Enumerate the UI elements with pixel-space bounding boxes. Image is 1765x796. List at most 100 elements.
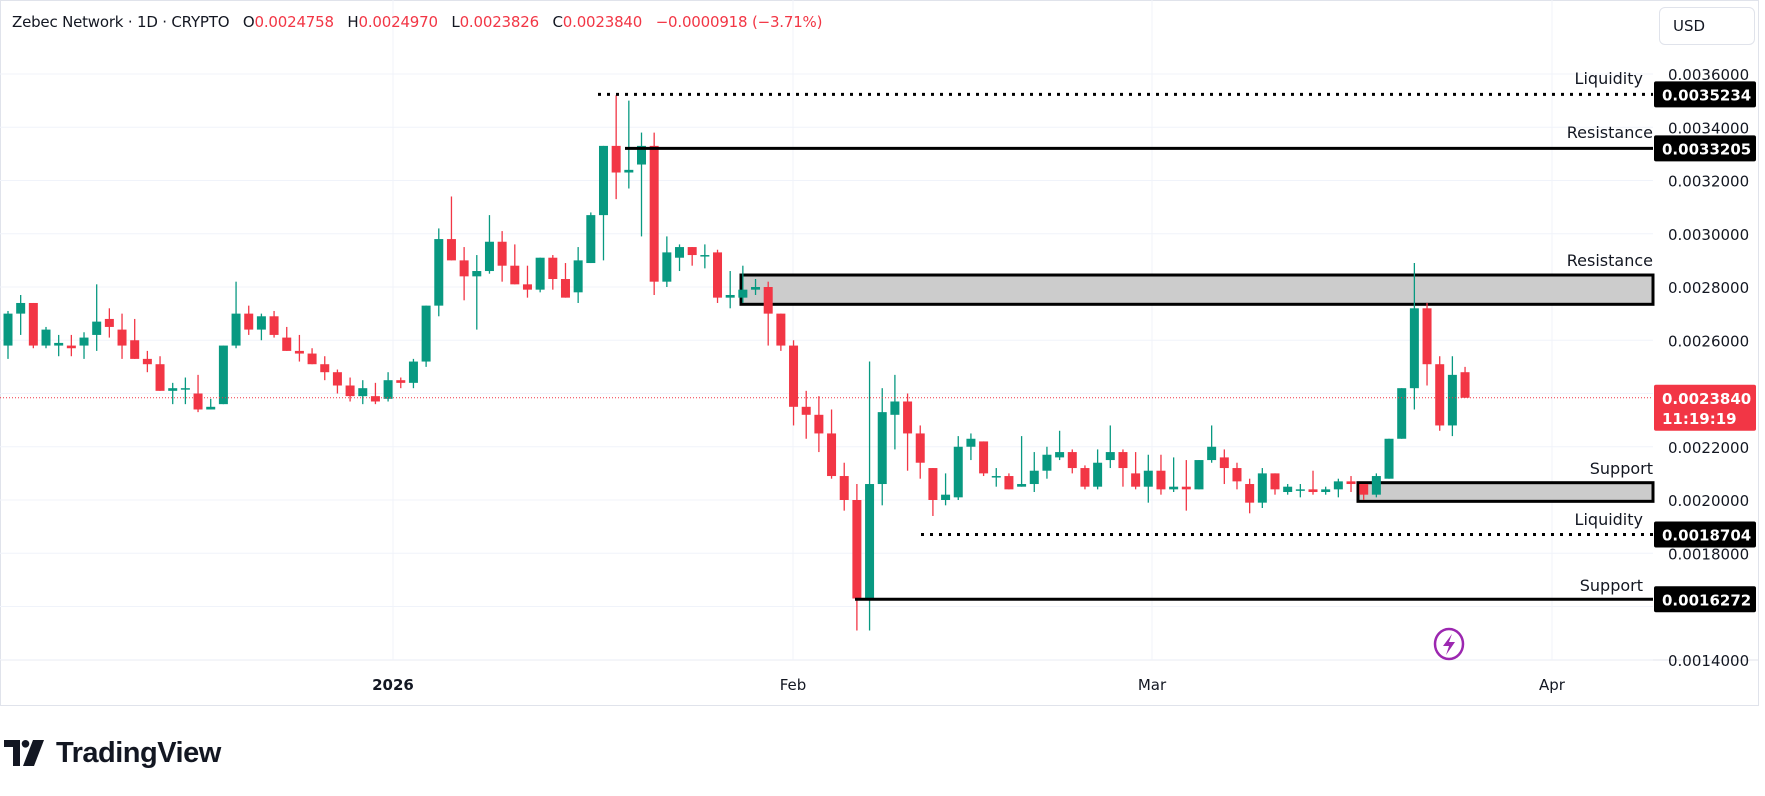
candle-down[interactable] bbox=[713, 252, 723, 298]
candle-up[interactable] bbox=[991, 476, 1001, 478]
candle-up[interactable] bbox=[624, 169, 634, 173]
candle-down[interactable] bbox=[294, 350, 304, 354]
candle-up[interactable] bbox=[1143, 470, 1153, 487]
candle-down[interactable] bbox=[915, 433, 925, 463]
candle-down[interactable] bbox=[1181, 486, 1191, 490]
candle-up[interactable] bbox=[1029, 470, 1039, 485]
candle-up[interactable] bbox=[168, 388, 178, 391]
candle-up[interactable] bbox=[1384, 438, 1394, 479]
candle-up[interactable] bbox=[535, 257, 545, 290]
candle-up[interactable] bbox=[3, 313, 13, 346]
candle-up[interactable] bbox=[865, 484, 875, 599]
candle-up[interactable] bbox=[573, 260, 583, 293]
candle-down[interactable] bbox=[548, 257, 558, 280]
candle-up[interactable] bbox=[1333, 481, 1343, 490]
zone-support[interactable] bbox=[1356, 481, 1655, 503]
candle-up[interactable] bbox=[472, 271, 482, 277]
candle-down[interactable] bbox=[776, 313, 786, 346]
candle-down[interactable] bbox=[801, 406, 811, 415]
candle-down[interactable] bbox=[1270, 473, 1280, 490]
candle-down[interactable] bbox=[1346, 481, 1356, 485]
candle-up[interactable] bbox=[953, 446, 963, 498]
candle-up[interactable] bbox=[637, 145, 646, 165]
candle-down[interactable] bbox=[1067, 452, 1077, 469]
candle-down[interactable] bbox=[763, 287, 773, 314]
symbol-title[interactable]: Zebec Network · 1D · CRYPTO bbox=[12, 13, 230, 31]
candle-up[interactable] bbox=[1169, 486, 1179, 490]
candle-up[interactable] bbox=[1207, 446, 1217, 461]
candle-up[interactable] bbox=[1105, 452, 1115, 461]
candle-down[interactable] bbox=[611, 145, 621, 173]
candle-up[interactable] bbox=[1093, 462, 1103, 487]
candle-up[interactable] bbox=[1055, 452, 1065, 458]
candle-down[interactable] bbox=[510, 265, 520, 285]
candle-down[interactable] bbox=[130, 340, 140, 359]
candle-down[interactable] bbox=[497, 241, 507, 266]
candle-up[interactable] bbox=[92, 321, 102, 335]
candle-up[interactable] bbox=[1447, 374, 1457, 426]
candle-up[interactable] bbox=[408, 361, 418, 383]
candle-up[interactable] bbox=[231, 313, 241, 346]
lightning-icon[interactable] bbox=[1433, 627, 1465, 661]
candle-up[interactable] bbox=[206, 406, 216, 410]
candle-up[interactable] bbox=[358, 388, 368, 397]
candle-down[interactable] bbox=[1118, 452, 1128, 469]
candle-down[interactable] bbox=[814, 414, 824, 434]
zone-resistance[interactable] bbox=[739, 273, 1655, 306]
candle-down[interactable] bbox=[282, 337, 292, 351]
candle-down[interactable] bbox=[1245, 484, 1255, 503]
candle-up[interactable] bbox=[1371, 476, 1381, 495]
candle-up[interactable] bbox=[700, 255, 710, 257]
candle-down[interactable] bbox=[332, 372, 342, 386]
candle-up[interactable] bbox=[421, 305, 431, 362]
candle-down[interactable] bbox=[903, 401, 913, 434]
candle-up[interactable] bbox=[725, 294, 735, 298]
candle-down[interactable] bbox=[1435, 364, 1445, 426]
candle-down[interactable] bbox=[117, 329, 127, 346]
candle-up[interactable] bbox=[1321, 489, 1331, 493]
candle-down[interactable] bbox=[1460, 372, 1470, 398]
candle-up[interactable] bbox=[1283, 486, 1293, 493]
candle-down[interactable] bbox=[649, 145, 659, 282]
chart-pane[interactable]: 2026 Feb Mar Apr 0.0036000 0.0034000 0.0032000… bbox=[0, 0, 1765, 706]
candle-down[interactable] bbox=[193, 393, 203, 410]
candle-up[interactable] bbox=[256, 316, 266, 330]
candle-down[interactable] bbox=[28, 302, 38, 346]
candle-up[interactable] bbox=[1397, 388, 1407, 439]
candle-down[interactable] bbox=[1156, 470, 1166, 490]
candle-down[interactable] bbox=[1422, 308, 1432, 365]
candle-up[interactable] bbox=[180, 388, 190, 390]
candle-up[interactable] bbox=[966, 438, 976, 447]
candle-up[interactable] bbox=[434, 239, 444, 306]
candle-down[interactable] bbox=[244, 313, 254, 330]
candle-down[interactable] bbox=[104, 318, 114, 327]
candle-up[interactable] bbox=[1042, 454, 1052, 471]
candle-up[interactable] bbox=[1194, 460, 1204, 490]
candle-down[interactable] bbox=[1004, 476, 1014, 490]
candle-down[interactable] bbox=[560, 279, 570, 298]
candle-down[interactable] bbox=[1359, 484, 1369, 495]
candle-down[interactable] bbox=[1080, 468, 1090, 487]
candle-down[interactable] bbox=[345, 385, 355, 397]
candle-down[interactable] bbox=[155, 364, 165, 391]
candle-up[interactable] bbox=[751, 287, 761, 290]
candle-up[interactable] bbox=[16, 302, 26, 314]
candle-down[interactable] bbox=[1232, 468, 1242, 482]
candle-up[interactable] bbox=[1409, 308, 1419, 389]
candle-down[interactable] bbox=[142, 358, 152, 365]
candle-down[interactable] bbox=[446, 239, 456, 261]
candle-down[interactable] bbox=[839, 476, 849, 500]
candle-up[interactable] bbox=[877, 412, 887, 485]
candle-down[interactable] bbox=[852, 500, 862, 599]
candle-up[interactable] bbox=[586, 215, 596, 264]
candle-down[interactable] bbox=[928, 468, 938, 500]
candle-down[interactable] bbox=[789, 345, 799, 407]
candle-up[interactable] bbox=[675, 247, 685, 258]
candle-up[interactable] bbox=[1257, 473, 1267, 503]
candle-up[interactable] bbox=[484, 241, 494, 272]
candle-down[interactable] bbox=[1131, 473, 1141, 487]
candle-up[interactable] bbox=[383, 380, 393, 399]
candle-up[interactable] bbox=[890, 401, 900, 415]
candle-down[interactable] bbox=[370, 396, 380, 402]
candle-up[interactable] bbox=[662, 252, 672, 282]
